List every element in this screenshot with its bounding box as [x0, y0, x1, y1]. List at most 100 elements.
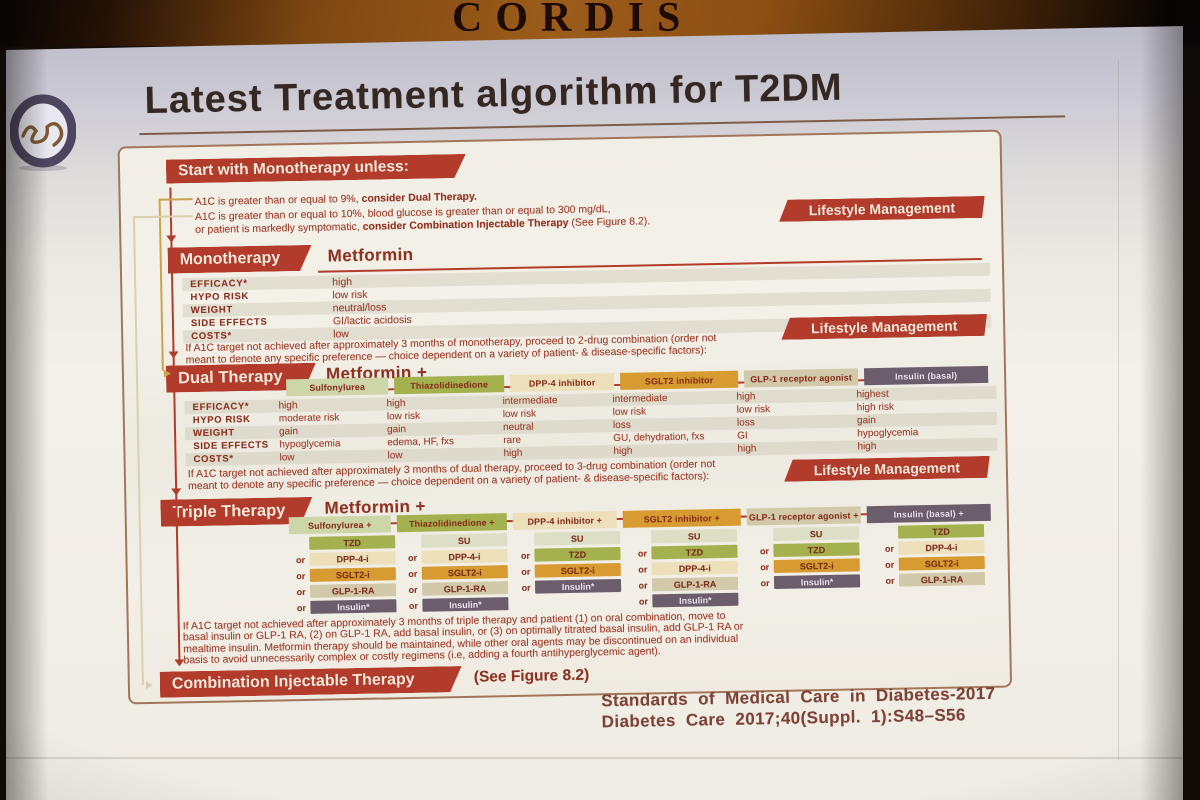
cell: high [613, 445, 633, 458]
dual-col-header-dpp4: DPP-4 inhibitor [510, 373, 615, 393]
row-value: high [332, 275, 353, 288]
triple-therapy-note: If A1C target not achieved after approxi… [183, 610, 744, 667]
pill-row: or SGLT2-i [748, 558, 868, 574]
drug-pill: Insulin* [652, 592, 739, 608]
drug-pill: SGLT2-i [309, 567, 396, 582]
row-value: low risk [332, 288, 368, 301]
row-value: GI/lactic acidosis [332, 313, 412, 327]
cell: gain [386, 424, 407, 436]
triple-column: TZD or DPP-4-i or SGLT2-i or GLP-1-RA [867, 523, 998, 603]
pill-row: or TZD [747, 542, 867, 558]
drug-pill: TZD [773, 542, 860, 558]
pill-row: or DPP-4-i [624, 560, 748, 576]
pill-row: or DPP-4-i [289, 551, 397, 566]
drug-pill: Insulin* [310, 599, 397, 614]
cell: neutral [502, 421, 534, 434]
or-label: or [296, 602, 307, 613]
pill-row: or Insulin* [624, 592, 748, 608]
down-arrow-to-triple-therapy [171, 488, 182, 496]
or-label: or [885, 575, 895, 586]
drug-pill: Insulin* [773, 574, 861, 589]
cell: high [278, 400, 298, 412]
down-arrow-to-dual-therapy [168, 351, 179, 359]
pill-row: or SGLT2-i [514, 562, 624, 578]
drug-pill: GLP-1-RA [310, 583, 397, 598]
or-label: or [521, 582, 531, 593]
drug-pill: SGLT2-i [773, 558, 860, 574]
drug-pill: DPP-4-i [421, 549, 508, 564]
bullet2-pre: or patient is markedly symptomatic, [195, 220, 363, 236]
row-label: HYPO RISK [192, 414, 251, 427]
drug-pill: SU [773, 526, 860, 542]
bullet2-post: (See Figure 8.2). [568, 214, 651, 229]
cell: high [736, 391, 756, 403]
slide-title: Latest Treatment algorithm for T2DM [144, 66, 843, 122]
cell: GI [737, 430, 748, 442]
dual-therapy-table: EFFICACY* high high intermediate interme… [184, 385, 998, 467]
down-arrow-to-monotherapy [166, 235, 177, 243]
dual-col-header-sglt2: SGLT2 inhibitor [619, 370, 739, 390]
pill-row: or DPP-4-i [397, 549, 513, 564]
bullet1-bold-text: consider Dual Therapy. [361, 190, 477, 205]
cell: low risk [736, 404, 771, 416]
or-label: or [521, 566, 531, 577]
pill-row: TZD [867, 523, 997, 539]
drug-pill: GLP-1-RA [421, 581, 509, 596]
or-label: or [638, 595, 648, 607]
or-label: or [760, 577, 770, 588]
or-label: or [760, 561, 770, 572]
pill-row: or TZD [513, 546, 623, 562]
pill-row: or SGLT2-i [398, 565, 514, 580]
pill-row: SU [513, 530, 623, 546]
pill-row: or DPP-4-i [867, 539, 997, 555]
row-label: EFFICACY* [192, 401, 250, 414]
triple-col-header-insulin: Insulin (basal) + [866, 503, 991, 524]
or-label: or [638, 563, 648, 575]
pill-row: or Insulin* [514, 578, 624, 594]
cell: high [857, 441, 877, 453]
or-label: or [520, 550, 531, 561]
pill-row: SU [623, 528, 747, 544]
cell: gain [278, 426, 299, 438]
drug-pill: Insulin* [422, 597, 509, 612]
drug-pill: DPP-4-i [898, 539, 985, 555]
cell: moderate risk [278, 412, 340, 425]
or-label: or [408, 568, 418, 579]
figure-reference: (See Figure 8.2) [473, 666, 590, 686]
pill-row: TZD [289, 535, 397, 550]
row-label: SIDE EFFECTS [193, 439, 269, 453]
pill-row: SU [747, 526, 867, 542]
or-label: or [408, 584, 418, 595]
lifestyle-management-banner-1: Lifestyle Management [779, 196, 985, 222]
or-label: or [884, 543, 895, 554]
or-label: or [295, 554, 306, 565]
arrow-into-dual-therapy [163, 369, 172, 378]
drug-pill: SGLT2-i [421, 565, 508, 580]
pill-row: or TZD [623, 544, 747, 560]
bullet2-bold: consider Combination Injectable Therapy [362, 216, 569, 233]
cell: high [503, 447, 523, 460]
or-label: or [407, 552, 418, 563]
pill-row: or SGLT2-i [868, 555, 998, 571]
or-label: or [759, 545, 770, 556]
pill-row: or Insulin* [748, 574, 868, 589]
cell: low [279, 452, 295, 464]
triple-column: SU or TZD or DPP-4-i or GLP-1-RA or Insulin* [623, 528, 748, 608]
or-label: or [296, 586, 306, 597]
citation: Standards of Medical Care in Diabetes-20… [601, 683, 996, 733]
pill-row: SU [397, 533, 513, 548]
pill-row: or GLP-1-RA [624, 576, 748, 592]
bullet1-text: A1C is greater than or equal to 9%, [194, 192, 362, 209]
drug-pill: TZD [534, 546, 621, 562]
drug-pill: SU [534, 530, 621, 546]
cell: low risk [386, 410, 421, 423]
cell: hypoglycemia [279, 438, 341, 451]
triple-column: TZD or DPP-4-i or SGLT2-i or GLP-1-RA or Ins… [289, 535, 398, 614]
or-label: or [408, 600, 419, 611]
cell: loss [736, 417, 755, 429]
triple-pill-grid: TZD or DPP-4-i or SGLT2-i or GLP-1-RA or Ins… [289, 523, 1000, 615]
down-arrow-to-combination [174, 659, 185, 667]
pill-row: or GLP-1-RA [398, 581, 514, 596]
